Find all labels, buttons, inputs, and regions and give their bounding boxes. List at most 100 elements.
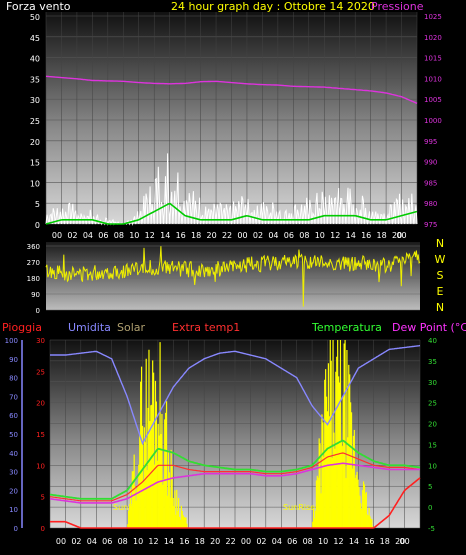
hour-label: 04: [268, 231, 278, 240]
hour-label: 02: [67, 231, 77, 240]
direction-axis-tick: 0: [36, 307, 40, 315]
bottom-hour-label: 02: [71, 537, 81, 546]
hour-label: 00: [396, 231, 406, 240]
humidity-axis-tick: 70: [9, 393, 18, 401]
hour-label: 00: [52, 231, 62, 240]
legend-dewpoint: Dew Point (°C): [392, 321, 466, 334]
hour-label: 06: [98, 231, 108, 240]
wind-pressure-grid: [45, 12, 418, 225]
bottom-hour-label: 18: [195, 537, 205, 546]
bottom-hour-label: 12: [148, 537, 158, 546]
pressure-axis-tick: 990: [424, 159, 437, 167]
hour-label: 22: [222, 231, 232, 240]
bottom-hour-label: 20: [210, 537, 220, 546]
pressure-axis-tick: 1000: [424, 117, 442, 125]
rain-axis-tick: 10: [36, 462, 45, 470]
temperature-axis-tick: 10: [428, 462, 437, 470]
temperature-axis-tick: 25: [428, 400, 437, 408]
hour-label: 18: [377, 231, 387, 240]
hour-label: 08: [299, 231, 309, 240]
pressure-axis-tick: 1005: [424, 96, 442, 104]
wind-axis-tick: 10: [30, 179, 40, 188]
direction-axis-ticks: 360 270 180 90 0: [27, 243, 40, 315]
bottom-hour-label: 02: [256, 537, 266, 546]
bottom-hour-label: 04: [87, 537, 97, 546]
temperature-axis-tick: 35: [428, 358, 437, 366]
humidity-axis-tick: 50: [9, 431, 18, 439]
bottom-hour-label: 00: [399, 537, 409, 546]
pressure-line: [45, 75, 418, 105]
bottom-hour-label: 06: [287, 537, 297, 546]
humidity-axis-tick: 80: [9, 375, 18, 383]
rain-axis-tick: 15: [36, 431, 45, 439]
pressure-axis-title: Pressione: [371, 0, 424, 13]
hour-label: 12: [145, 231, 155, 240]
hour-label: 12: [330, 231, 340, 240]
hour-label: 02: [253, 231, 263, 240]
humidity-axis-tick: 60: [9, 412, 18, 420]
bottom-hour-label: 00: [241, 537, 251, 546]
bottom-hour-label: 16: [364, 537, 374, 546]
temperature-axis-tick: 30: [428, 379, 437, 387]
pressure-axis-tick: 975: [424, 221, 437, 229]
wind-axis-tick: 0: [35, 221, 40, 230]
bottom-hour-labels: 00 02 04 06 08 10 12 14 16 18 20 22 00 02 04 06 08 10 12 14…: [56, 537, 410, 546]
bottom-hour-label: 10: [133, 537, 143, 546]
temperature-series: [49, 340, 421, 529]
sunrise-labels: SunRise SunRise: [113, 503, 315, 512]
wind-direction-line: [45, 246, 421, 307]
rain-axis-ticks: 0 5 10 15 20 25 30: [36, 337, 45, 533]
temperature-axis-tick: 5: [428, 483, 432, 491]
humidity-axis-tick: 0: [14, 525, 18, 533]
wind-axis-tick: 20: [30, 138, 40, 147]
wind-axis-tick: 5: [35, 200, 40, 209]
sunrise-label: SunRise: [283, 503, 315, 512]
graph-title: 24 hour graph day : Ottobre 14 2020: [171, 0, 375, 13]
bottom-hour-label: 08: [118, 537, 128, 546]
temperature-axis-tick: 20: [428, 421, 437, 429]
humidity-axis-tick: 40: [9, 450, 18, 458]
wind-direction-series: [45, 246, 421, 307]
compass-label: W: [435, 253, 446, 266]
bottom-hour-label: 12: [333, 537, 343, 546]
hour-label: 08: [114, 231, 124, 240]
temperature-axis-ticks: -5 0 5 10 15 20 25 30 35 40: [428, 337, 437, 533]
pressure-axis-tick: 985: [424, 179, 437, 187]
bottom-hour-label: 22: [225, 537, 235, 546]
pressure-axis-tick: 1025: [424, 13, 442, 21]
bottom-hour-label: 04: [272, 537, 282, 546]
legend-temperature: Temperatura: [311, 321, 382, 334]
pressure-axis-tick: 1010: [424, 75, 442, 83]
bottom-hour-label: 10: [318, 537, 328, 546]
pressure-axis-ticks: 975 980 985 990 995 1000 1005 1010 1015 1020 1025: [424, 13, 442, 229]
wind-average-line: [45, 202, 418, 225]
legend-extra-temp: Extra temp1: [172, 321, 240, 334]
humidity-axis-tick: 30: [9, 469, 18, 477]
direction-axis-tick: 180: [27, 275, 40, 283]
wind-axis-tick: 25: [30, 117, 40, 126]
rain-axis-tick: 30: [36, 337, 45, 345]
hour-label: 10: [129, 231, 139, 240]
compass-label: N: [436, 237, 444, 250]
rain-line: [50, 477, 421, 529]
bottom-hour-label: 14: [164, 537, 174, 546]
humidity-line: [50, 344, 421, 446]
sunrise-label: SunRise: [113, 503, 145, 512]
hour-label: 20: [392, 231, 402, 240]
wind-pressure-series: [45, 75, 418, 226]
bottom-hour-label: 08: [303, 537, 313, 546]
wind-axis-tick: 50: [30, 13, 40, 22]
humidity-axis-ticks: 0 10 20 30 40 50 60 70 80 90 100: [5, 337, 23, 533]
humidity-axis-tick: 90: [9, 356, 18, 364]
extra-temp-line: [49, 452, 421, 502]
temperature-line: [49, 439, 421, 500]
wind-direction-panel: [46, 242, 420, 310]
compass-label: S: [437, 269, 444, 282]
wind-axis-tick: 45: [30, 34, 40, 43]
hour-label: 16: [361, 231, 371, 240]
hour-label: 20: [206, 231, 216, 240]
bottom-hour-label: 20: [395, 537, 405, 546]
hour-label: 18: [191, 231, 201, 240]
